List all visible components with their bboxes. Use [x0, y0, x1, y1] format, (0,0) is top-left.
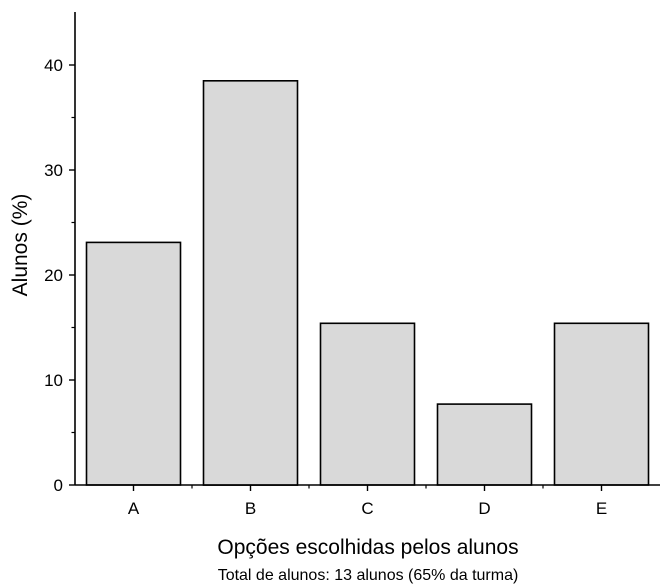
- bars: [85, 80, 650, 486]
- y-tick-label: 40: [44, 56, 63, 75]
- y-tick-label: 30: [44, 161, 63, 180]
- y-tick-label: 0: [54, 476, 63, 495]
- bar-C: [319, 322, 416, 486]
- bar-E: [553, 322, 650, 486]
- x-tick-label: B: [245, 499, 256, 518]
- y-ticks: 0 10 20 30 40: [44, 56, 75, 495]
- y-tick-label: 10: [44, 371, 63, 390]
- y-axis-title: Alunos (%): [9, 194, 32, 297]
- chart-caption: Total de alunos: 13 alunos (65% da turma…: [218, 567, 519, 584]
- x-tick-label: C: [361, 499, 373, 518]
- bar-A: [85, 241, 182, 486]
- x-tick-label: A: [128, 499, 140, 518]
- x-tick-label: E: [596, 499, 607, 518]
- bar-B: [202, 80, 299, 486]
- x-ticks: A B C D E: [128, 485, 607, 518]
- y-tick-label: 20: [44, 266, 63, 285]
- bar-D: [436, 403, 533, 486]
- x-axis-title: Opções escolhidas pelos alunos: [217, 536, 518, 559]
- x-tick-label: D: [478, 499, 490, 518]
